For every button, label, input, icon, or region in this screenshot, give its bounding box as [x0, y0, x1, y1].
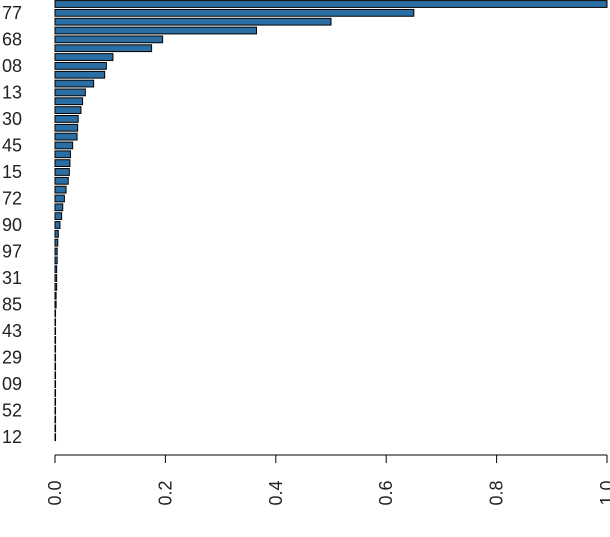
x-tick-label: 0.8: [487, 480, 507, 505]
bar: [54, 300, 57, 309]
y-tick-label: 13: [2, 82, 22, 102]
x-tick-label: 0.4: [266, 480, 286, 505]
bar: [54, 132, 78, 141]
bar: [54, 212, 63, 221]
bar: [54, 17, 332, 26]
bar: [54, 318, 57, 327]
bar: [54, 35, 164, 44]
bar: [54, 406, 57, 415]
y-tick-label: 43: [2, 321, 22, 341]
bar: [54, 115, 79, 123]
bar: [54, 353, 57, 362]
bar: [54, 291, 57, 300]
bar: [54, 8, 415, 17]
bar: [54, 26, 257, 35]
x-tick-label: 1.0: [597, 480, 610, 505]
y-tick-label: 12: [2, 427, 22, 447]
bar: [54, 53, 114, 61]
bar: [54, 336, 57, 344]
bar: [54, 247, 58, 256]
y-tick-label: 45: [2, 135, 22, 155]
bar: [54, 397, 57, 406]
bar: [54, 194, 65, 203]
bar: [54, 61, 107, 70]
bar: [54, 0, 608, 8]
x-tick-label: 0.0: [45, 480, 65, 505]
y-tick-label: 97: [2, 242, 22, 262]
bar: [54, 106, 82, 114]
bar: [54, 424, 57, 433]
bar: [54, 221, 61, 229]
bar: [54, 141, 74, 150]
bar: [54, 97, 84, 106]
bar: [54, 123, 79, 132]
bar: [54, 238, 59, 247]
bar: [54, 159, 71, 168]
bar: [54, 309, 57, 318]
x-tick-label: 0.6: [376, 480, 396, 505]
bar: [54, 44, 153, 53]
y-tick-label: 85: [2, 295, 22, 315]
bar: [54, 168, 70, 176]
y-tick-label: 72: [2, 188, 22, 208]
bar: [54, 327, 57, 335]
bar: [54, 70, 106, 79]
bar: [54, 185, 67, 194]
bar: [54, 150, 71, 159]
bar: [54, 362, 57, 371]
bar: [54, 229, 59, 238]
y-tick-label: 29: [2, 348, 22, 368]
y-tick-label: 08: [2, 56, 22, 76]
bar: [54, 415, 57, 424]
y-tick-label: 15: [2, 162, 22, 182]
bar: [54, 79, 95, 88]
bar: [54, 176, 69, 185]
bar: [54, 265, 58, 274]
y-tick-label: 68: [2, 29, 22, 49]
y-tick-label: 90: [2, 215, 22, 235]
y-tick-label: 31: [2, 268, 22, 288]
bar: [54, 344, 57, 353]
y-tick-label: 77: [2, 3, 22, 23]
bar: [54, 380, 57, 389]
y-tick-label: 30: [2, 109, 22, 129]
y-tick-label: 09: [2, 374, 22, 394]
bar: [54, 274, 58, 282]
bar: [54, 88, 86, 97]
bar: [54, 282, 58, 291]
x-tick-label: 0.2: [155, 480, 175, 505]
bar: [54, 371, 57, 380]
bar: [54, 389, 57, 397]
bar: [54, 256, 58, 265]
bar: [54, 433, 57, 442]
y-tick-label: 52: [2, 401, 22, 421]
bar: [54, 203, 64, 212]
